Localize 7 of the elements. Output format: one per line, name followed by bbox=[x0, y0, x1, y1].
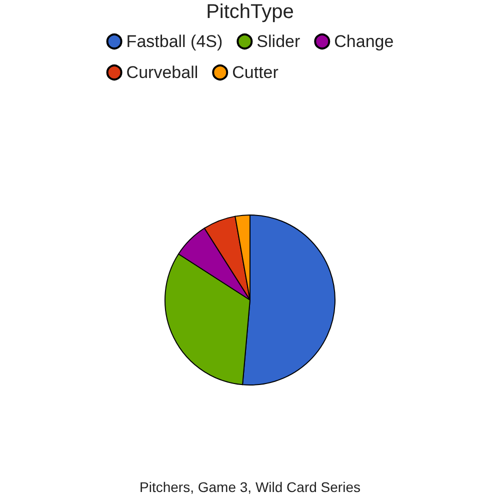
legend-title: PitchType bbox=[206, 1, 294, 23]
legend-label: Curveball bbox=[126, 63, 198, 82]
legend-label: Change bbox=[334, 32, 394, 51]
legend-label: Fastball (4S) bbox=[126, 32, 223, 51]
legend-label: Cutter bbox=[232, 63, 279, 82]
text: Pitchers, Game 3, Wild Card Series bbox=[140, 479, 360, 495]
legend-label: Slider bbox=[256, 32, 300, 51]
